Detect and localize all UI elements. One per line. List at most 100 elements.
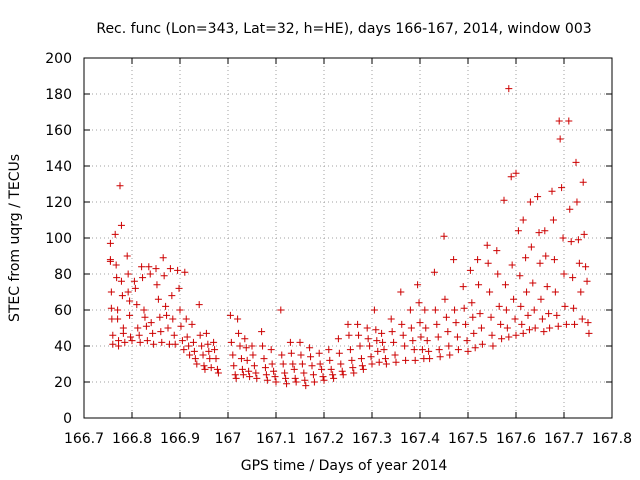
data-point xyxy=(522,254,530,262)
data-point xyxy=(454,346,462,354)
data-point xyxy=(133,301,141,309)
data-point xyxy=(416,319,424,327)
data-point xyxy=(527,243,535,251)
data-point xyxy=(551,288,559,296)
data-point xyxy=(268,360,276,368)
data-point xyxy=(246,373,254,381)
data-point xyxy=(107,304,115,312)
data-point xyxy=(204,340,212,348)
data-point xyxy=(261,364,269,372)
y-tick-label: 100 xyxy=(45,231,72,247)
data-point xyxy=(548,187,556,195)
data-point xyxy=(507,173,515,181)
data-point xyxy=(574,236,582,244)
data-point xyxy=(326,356,334,364)
data-point xyxy=(570,304,578,312)
data-point xyxy=(309,371,317,379)
data-point xyxy=(546,324,554,332)
data-point xyxy=(139,274,147,282)
data-point xyxy=(202,329,210,337)
data-point xyxy=(476,310,484,318)
data-point xyxy=(488,331,496,339)
y-tick-label: 120 xyxy=(45,195,72,211)
data-point xyxy=(263,376,271,384)
data-point xyxy=(160,272,168,280)
data-point xyxy=(174,266,182,274)
data-point xyxy=(135,331,143,339)
data-point xyxy=(168,292,176,300)
data-point xyxy=(411,356,419,364)
data-point xyxy=(370,306,378,314)
data-point xyxy=(582,263,590,271)
data-point xyxy=(150,340,158,348)
data-point xyxy=(127,333,135,341)
data-point xyxy=(320,376,328,384)
data-point xyxy=(486,288,494,296)
data-point xyxy=(140,306,148,314)
data-point xyxy=(109,331,117,339)
data-point xyxy=(577,288,585,296)
data-point xyxy=(152,265,160,273)
data-point xyxy=(503,324,511,332)
data-point xyxy=(334,335,342,343)
data-point xyxy=(585,329,593,337)
x-axis-label: GPS time / Days of year 2014 xyxy=(241,458,448,474)
data-point xyxy=(166,265,174,273)
data-point xyxy=(123,252,131,260)
data-point xyxy=(298,360,306,368)
data-point xyxy=(106,257,114,265)
data-point xyxy=(278,351,286,359)
data-point xyxy=(286,338,294,346)
data-point xyxy=(114,306,122,314)
data-point xyxy=(418,346,426,354)
data-point xyxy=(442,313,450,321)
data-point xyxy=(364,335,372,343)
data-point xyxy=(226,311,234,319)
data-point xyxy=(554,322,562,330)
data-point xyxy=(505,333,513,341)
data-point xyxy=(478,340,486,348)
data-point xyxy=(189,338,197,346)
data-point xyxy=(117,221,125,229)
data-point xyxy=(387,315,395,323)
data-point xyxy=(181,268,189,276)
data-point xyxy=(508,261,516,269)
data-point xyxy=(141,313,149,321)
data-point xyxy=(430,268,438,276)
data-point xyxy=(271,373,279,381)
x-tick-label: 166.9 xyxy=(160,431,200,447)
y-tick-label: 40 xyxy=(54,339,72,355)
data-point xyxy=(502,306,510,314)
data-point xyxy=(185,342,193,350)
data-point xyxy=(296,338,304,346)
data-point xyxy=(229,351,237,359)
data-point xyxy=(410,346,418,354)
x-tick-label: 167.5 xyxy=(448,431,488,447)
data-point xyxy=(381,355,389,363)
data-point xyxy=(344,320,352,328)
data-point xyxy=(131,284,139,292)
data-point xyxy=(565,117,573,125)
data-point xyxy=(290,365,298,373)
data-point xyxy=(327,365,335,373)
data-point xyxy=(171,340,179,348)
data-point xyxy=(239,371,247,379)
data-point xyxy=(493,247,501,255)
data-point xyxy=(145,263,153,271)
data-point xyxy=(339,371,347,379)
data-point xyxy=(516,272,524,280)
data-point xyxy=(350,369,358,377)
data-point xyxy=(330,374,338,382)
data-point xyxy=(537,295,545,303)
data-point xyxy=(211,346,219,354)
data-point xyxy=(201,365,209,373)
data-point xyxy=(121,338,129,346)
y-tick-label: 20 xyxy=(54,375,72,391)
data-point xyxy=(230,362,238,370)
data-point xyxy=(441,295,449,303)
data-point xyxy=(483,241,491,249)
x-tick-label: 166.8 xyxy=(112,431,152,447)
data-point xyxy=(388,328,396,336)
data-point xyxy=(190,347,198,355)
data-point xyxy=(164,324,172,332)
